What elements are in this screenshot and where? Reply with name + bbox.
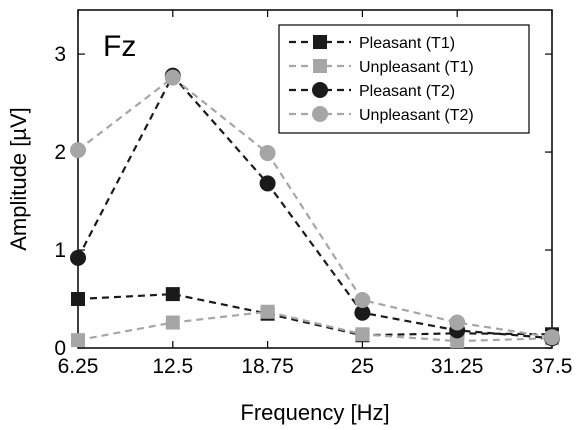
series-line	[77, 76, 553, 339]
x-tick-label: 31.25	[431, 355, 484, 378]
data-point	[165, 315, 180, 330]
legend-marker	[313, 59, 327, 73]
series-line	[77, 293, 553, 337]
data-point	[450, 334, 465, 349]
x-tick-label: 25	[351, 355, 374, 378]
legend-marker	[312, 106, 328, 122]
series-pleasant-t1	[71, 287, 559, 343]
legend-entry: Unpleasant (T1)	[289, 59, 474, 76]
data-point	[354, 291, 371, 308]
data-point	[355, 327, 370, 342]
series-unpleasant-t2	[70, 69, 560, 346]
legend-entry: Unpleasant (T2)	[289, 106, 474, 124]
data-point	[70, 249, 86, 266]
data-point	[259, 175, 276, 192]
legend-label: Pleasant (T2)	[359, 83, 455, 100]
y-tick-label: 2	[54, 141, 66, 164]
x-tick-label: 12.5	[152, 355, 193, 378]
y-axis-label: Amplitude [µV]	[6, 107, 31, 251]
data-point	[544, 329, 560, 346]
data-point	[354, 304, 371, 321]
legend-entry: Pleasant (T1)	[289, 35, 455, 52]
x-tick-label: 18.75	[241, 355, 294, 378]
x-axis-label: Frequency [Hz]	[240, 400, 389, 425]
legend-label: Pleasant (T1)	[359, 35, 455, 52]
axis-ticks: 6.25 12.5 18.75 25 31.25 37.5 0 1 2 3	[54, 10, 572, 378]
data-point	[165, 287, 180, 302]
legend-label: Unpleasant (T1)	[359, 59, 474, 76]
legend: Pleasant (T1) Unpleasant (T1) Pleasant (T2…	[278, 24, 530, 134]
data-point	[259, 145, 276, 162]
series-layer	[70, 67, 560, 349]
axes-frame	[77, 9, 553, 349]
y-tick-label: 3	[54, 43, 66, 66]
data-point	[260, 304, 275, 319]
panel-label: Fz	[103, 30, 136, 63]
series-unpleasant-t1	[71, 304, 559, 349]
series-line	[77, 73, 553, 340]
y-tick-label: 1	[54, 239, 66, 262]
legend-label: Unpleasant (T2)	[359, 107, 474, 124]
legend-entry: Pleasant (T2)	[289, 82, 455, 100]
legend-marker	[313, 35, 327, 49]
x-tick-label: 6.25	[58, 355, 99, 378]
data-point	[70, 142, 86, 159]
data-point	[71, 292, 85, 307]
legend-marker	[312, 82, 328, 98]
data-point	[71, 333, 85, 348]
data-point	[449, 314, 466, 331]
plot-area	[77, 9, 553, 349]
y-tick-label: 0	[54, 337, 66, 360]
data-point	[164, 69, 181, 86]
series-line	[77, 310, 553, 343]
x-tick-label: 37.5	[532, 355, 573, 378]
